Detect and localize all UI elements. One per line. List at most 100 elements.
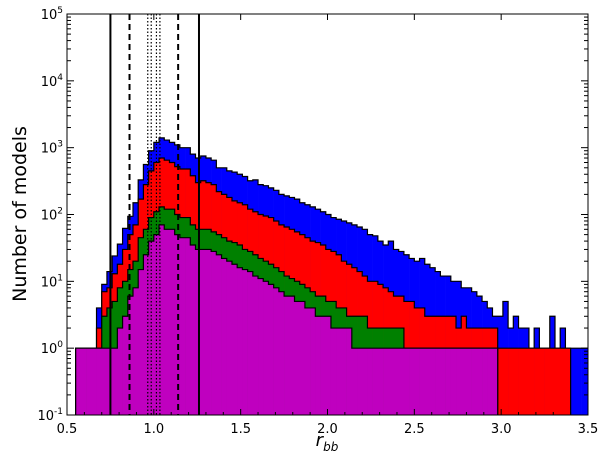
bar	[372, 348, 379, 415]
bar	[450, 348, 457, 415]
x-axis-label-sub: bb	[323, 440, 339, 454]
bar	[310, 307, 316, 415]
series-outline	[75, 157, 572, 415]
bar	[200, 249, 207, 415]
x-tick-label: 2.5	[404, 422, 425, 437]
x-tick-label: 3.5	[578, 422, 598, 437]
series-3	[75, 224, 499, 415]
bar	[377, 348, 384, 415]
bar	[492, 348, 498, 415]
bar	[132, 287, 139, 415]
bar	[315, 316, 321, 415]
x-axis-label-main: r	[316, 430, 325, 451]
bar	[461, 348, 467, 415]
bar	[159, 224, 165, 415]
bar	[565, 348, 571, 415]
y-tick-label: 10-1	[37, 407, 63, 424]
bar	[482, 348, 488, 415]
bar	[346, 328, 353, 415]
bar	[341, 328, 347, 415]
bar	[398, 348, 405, 415]
bar	[325, 316, 332, 415]
y-tick-label: 101	[41, 273, 63, 290]
x-tick-label: 2.0	[317, 422, 338, 437]
bar	[299, 301, 306, 415]
bar	[357, 348, 363, 415]
bar	[190, 244, 196, 415]
bar	[429, 348, 436, 415]
bar	[539, 348, 545, 415]
y-tick-label: 100	[41, 340, 64, 357]
bar	[487, 348, 493, 415]
series-outline	[75, 224, 499, 415]
y-tick-label: 103	[41, 140, 63, 157]
bar	[263, 281, 269, 415]
bar	[424, 348, 431, 415]
bar	[560, 348, 566, 415]
bar	[284, 296, 290, 415]
bar	[86, 348, 92, 415]
bar	[549, 348, 556, 415]
bar	[362, 348, 368, 415]
bar	[435, 348, 441, 415]
bar	[138, 269, 144, 415]
bar	[388, 348, 394, 415]
bar	[216, 254, 222, 415]
bar	[367, 348, 373, 415]
y-tick-label: 102	[41, 207, 63, 224]
x-tick-label: 3.0	[491, 422, 512, 437]
bar	[456, 348, 462, 415]
y-tick-label: 105	[41, 6, 63, 23]
bar	[278, 291, 285, 415]
bar	[534, 348, 540, 415]
bar	[351, 348, 358, 415]
bar	[523, 348, 530, 415]
bar	[226, 261, 233, 415]
bar	[555, 348, 561, 415]
bar	[112, 348, 118, 415]
bar	[122, 316, 129, 415]
bar	[336, 328, 342, 415]
bar	[247, 271, 254, 415]
bar	[294, 301, 301, 415]
bar	[419, 348, 426, 415]
bar	[466, 348, 472, 415]
bar	[96, 348, 103, 415]
bar	[476, 348, 483, 415]
bar	[268, 284, 274, 415]
bar	[586, 348, 588, 415]
bar	[383, 348, 389, 415]
bar	[528, 348, 535, 415]
bar	[440, 348, 446, 415]
bar	[544, 348, 551, 415]
bar	[242, 269, 248, 415]
bar	[231, 264, 238, 415]
bar	[513, 348, 519, 415]
bar	[164, 229, 170, 415]
bar	[273, 287, 280, 415]
bar	[445, 348, 452, 415]
bar	[591, 348, 597, 415]
bar	[237, 267, 243, 415]
bar	[330, 328, 337, 415]
bar	[258, 278, 264, 415]
x-tick-label: 0.5	[57, 422, 78, 437]
bar	[570, 348, 577, 415]
bar	[153, 234, 160, 415]
bar	[91, 348, 97, 415]
bar	[414, 348, 420, 415]
bar	[508, 348, 514, 415]
bar	[185, 237, 191, 415]
bar	[143, 254, 149, 415]
bar	[221, 258, 228, 415]
bar	[289, 296, 295, 415]
bar	[403, 348, 410, 415]
bar	[169, 229, 175, 415]
series-outline	[75, 206, 499, 415]
bar	[497, 348, 504, 415]
y-tick-label: 104	[41, 73, 64, 90]
bar	[75, 348, 82, 415]
reference-lines	[109, 14, 200, 415]
bar	[581, 348, 587, 415]
